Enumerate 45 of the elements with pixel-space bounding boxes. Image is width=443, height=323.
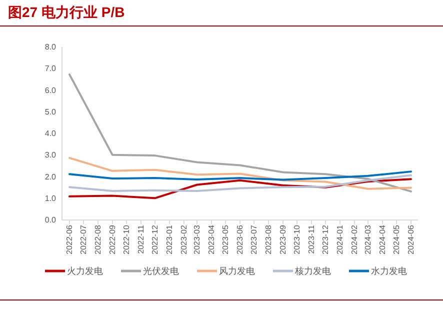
legend-label: 核力发电 <box>294 266 331 276</box>
x-tick-label: 2023-06 <box>236 224 244 254</box>
y-tick-label: 8.0 <box>44 42 57 52</box>
x-tick-label: 2022-07 <box>78 224 88 254</box>
y-tick-label: 2.0 <box>44 172 57 182</box>
x-tick-label: 2024-01 <box>335 224 344 254</box>
x-tick-label: 2022-06 <box>64 224 74 254</box>
x-tick-label: 2023-03 <box>192 224 202 254</box>
x-tick-label: 2023-04 <box>207 224 216 254</box>
x-tick-label: 2022-10 <box>122 224 131 254</box>
y-tick-label: 3.0 <box>44 150 57 160</box>
x-tick-label: 2023-05 <box>221 224 230 254</box>
y-tick-label: 5.0 <box>44 107 57 116</box>
x-tick-label: 2023-07 <box>250 224 259 254</box>
x-tick-label: 2022-11 <box>136 224 146 254</box>
x-tick-label: 2022-09 <box>108 224 117 254</box>
line-series <box>68 174 412 192</box>
x-tick-label: 2023-11 <box>306 224 316 254</box>
chart-title: 图27 电力行业 P/B <box>8 4 125 20</box>
x-tick-label: 2024-06 <box>406 224 416 254</box>
x-tick-label: 2023-10 <box>292 224 302 254</box>
x-tick-label: 2023-02 <box>179 224 188 254</box>
x-tick-label: 2023-09 <box>278 224 288 254</box>
line-series <box>68 73 412 192</box>
x-tick-label: 2024-02 <box>350 224 359 254</box>
y-tick-label: 0.0 <box>44 216 57 224</box>
line-series <box>68 178 412 200</box>
legend-label: 水力发电 <box>371 266 407 276</box>
x-tick-label: 2022-12 <box>150 224 160 254</box>
legend-label: 风力发电 <box>219 266 255 276</box>
x-tick-label: 2024-03 <box>364 224 373 254</box>
y-tick-label: 4.0 <box>44 129 57 138</box>
x-tick-label: 2022-08 <box>93 224 102 254</box>
legend-label: 光伏发电 <box>143 266 179 276</box>
y-tick-label: 1.0 <box>44 194 57 203</box>
line-series <box>68 170 412 181</box>
x-tick-label: 2024-05 <box>392 224 402 254</box>
x-tick-label: 2023-08 <box>264 224 273 254</box>
y-tick-label: 7.0 <box>44 64 57 74</box>
x-tick-label: 2024-04 <box>378 224 387 254</box>
legend-label: 火力发电 <box>67 266 103 276</box>
line-series <box>68 156 412 190</box>
x-tick-label: 2023-12 <box>320 224 330 254</box>
y-tick-label: 6.0 <box>44 86 57 95</box>
x-tick-label: 2023-01 <box>164 224 174 254</box>
